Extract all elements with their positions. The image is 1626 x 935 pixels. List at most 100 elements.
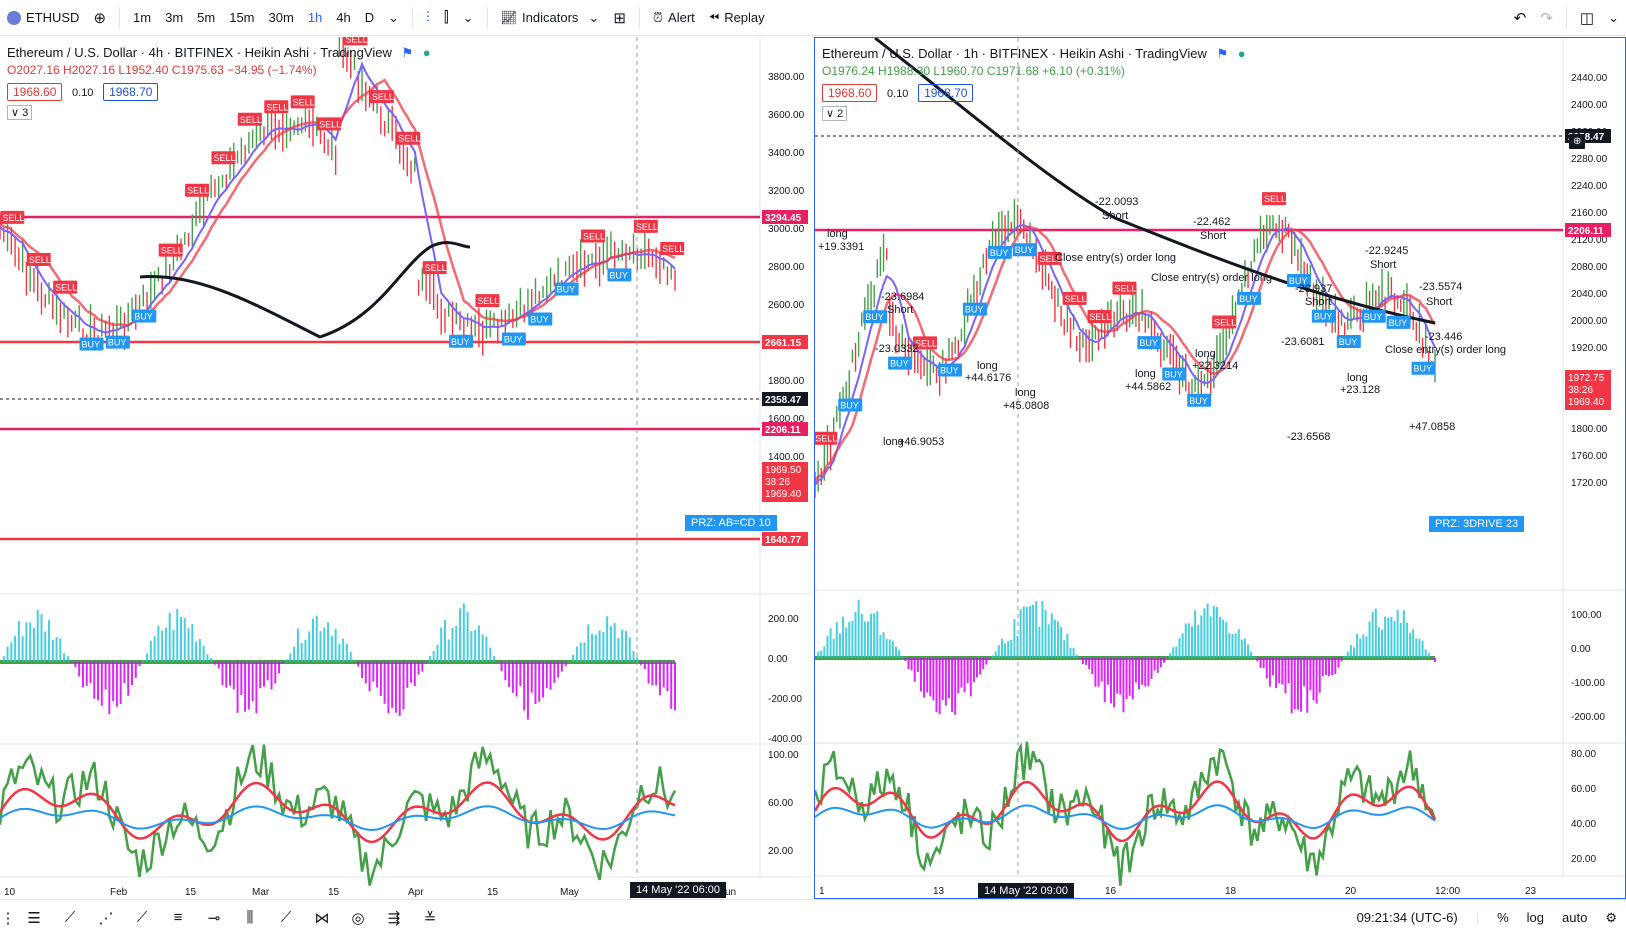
interval-d[interactable]: D <box>364 10 375 25</box>
chart-canvas-left[interactable]: 3800.00 3600.00 3400.00 3200.00 3000.00 2800.… <box>0 37 812 899</box>
parallel-channel-icon[interactable]: ⇶ <box>387 909 401 927</box>
collapse-indicators-right[interactable]: ∨ 2 <box>822 106 848 121</box>
symbol-search[interactable]: ETHUSD <box>0 0 86 36</box>
marker-text: SELL <box>213 153 235 163</box>
buy-marker <box>987 245 1012 259</box>
trendline-icon[interactable]: ⟋ <box>280 909 292 926</box>
marker-text: BUY <box>865 312 884 322</box>
osc-tick-label: 0.00 <box>768 654 788 665</box>
redo-icon[interactable]: ↷ <box>1540 9 1553 27</box>
trade-note: long <box>1015 387 1036 399</box>
indicators-button[interactable]: 📈︎ Indicators ⌄ <box>500 9 600 26</box>
spiral-icon[interactable]: ◎ <box>351 909 365 927</box>
marker-text: BUY <box>1414 364 1433 374</box>
layout-dropdown-icon[interactable]: ⌄ <box>1608 9 1619 25</box>
sell-marker <box>26 253 51 267</box>
trade-note: Short <box>887 304 914 316</box>
marker-text: BUY <box>609 270 628 280</box>
price-tick-label: 2400.00 <box>1571 100 1608 111</box>
interval-5m[interactable]: 5m <box>197 10 216 25</box>
trade-note: long <box>1195 348 1216 360</box>
price-tick-label: 2080.00 <box>1571 262 1608 273</box>
marker-text: BUY <box>108 338 127 348</box>
candle-style-icon[interactable]: ⫿ <box>443 9 449 26</box>
marker-text: SELL <box>1040 254 1062 264</box>
interval-15m[interactable]: 15m <box>229 10 255 25</box>
price-tick-label: 2600.00 <box>768 300 805 311</box>
clock-display[interactable]: 09:21:34 (UTC-6) <box>1356 910 1458 925</box>
sell-marker <box>1112 281 1137 295</box>
bar-style-icon[interactable]: ⫶ <box>426 9 430 26</box>
price-tick-label: 1800.00 <box>1571 424 1608 435</box>
sell-marker <box>815 431 838 445</box>
level-price-badge <box>762 335 808 349</box>
percent-toggle[interactable]: % <box>1497 910 1509 925</box>
trade-note: long <box>1347 372 1368 384</box>
replay-button[interactable]: ⏪︎ Replay <box>708 9 765 26</box>
hamburger-menu-icon[interactable]: ☰ <box>27 909 41 927</box>
vertical-lines-icon[interactable]: ⫼ <box>246 909 254 926</box>
chart-style-dropdown-icon[interactable]: ⌄ <box>462 9 474 25</box>
level-price-badge <box>1565 223 1611 237</box>
chart-pane-left[interactable]: 3800.00 3600.00 3400.00 3200.00 3000.00 2800.… <box>0 37 812 899</box>
sell-price-left[interactable]: 1968.60 <box>7 83 63 101</box>
elliott-impulse-icon[interactable]: ⋰ <box>98 909 114 927</box>
marker-text: SELL <box>240 115 262 125</box>
grip-icon[interactable]: ⋮ <box>0 909 16 927</box>
chart-pane-right[interactable]: 2440.00 2400.00 23 20.00 2280.00 2240.00 2160.… <box>814 37 1626 899</box>
fib-retracement-icon[interactable]: ≡ <box>173 909 183 926</box>
marker-text: SELL <box>266 102 288 112</box>
osc-tick-label: -100.00 <box>1571 678 1605 689</box>
undo-icon[interactable]: ↶ <box>1513 9 1527 27</box>
alarm-icon: ⏰︎ <box>652 9 664 25</box>
price-tick-label: 3800.00 <box>768 72 805 83</box>
level-price-badge <box>762 532 808 546</box>
marker-text: BUY <box>840 401 859 411</box>
alert-button[interactable]: ⏰︎ Alert <box>652 9 695 26</box>
buy-price-left[interactable]: 1968.70 <box>103 83 159 101</box>
buy-marker <box>1311 309 1336 323</box>
interval-4h[interactable]: 4h <box>336 10 351 25</box>
xabcd-pattern-icon[interactable]: ⋈ <box>314 909 330 927</box>
elliott-wave-abc-icon[interactable]: ⟋ <box>64 909 76 926</box>
pattern-icon[interactable]: ⟋ <box>136 909 148 926</box>
compare-add-icon[interactable]: ⊕ <box>93 9 107 27</box>
time-tick-label: 15 <box>328 887 340 898</box>
chart-canvas-right[interactable]: 2440.00 2400.00 23 20.00 2280.00 2240.00 2160.… <box>815 38 1625 898</box>
marker-text: BUY <box>1139 338 1158 348</box>
trade-note: Short <box>1200 230 1227 242</box>
layout-split-icon[interactable]: ◫ <box>1579 9 1595 27</box>
horizontal-ray-icon[interactable]: ⊸ <box>207 909 221 927</box>
buy-price-right[interactable]: 1968.70 <box>918 84 974 102</box>
sell-marker <box>343 37 368 46</box>
trade-note: -23.446 <box>1425 331 1463 343</box>
marker-text: SELL <box>583 231 605 241</box>
crosshair-plus-icon[interactable]: ⊕ <box>1569 134 1586 149</box>
price-tick-label: 2240.00 <box>1571 181 1608 192</box>
auto-toggle[interactable]: auto <box>1562 910 1588 925</box>
buy-marker <box>554 282 579 296</box>
buy-marker <box>1237 291 1262 305</box>
marker-text: SELL <box>1114 284 1136 294</box>
chart-settings-gear-icon[interactable]: ⚙︎ <box>1605 909 1617 925</box>
sell-price-right[interactable]: 1968.60 <box>822 84 878 102</box>
interval-3m[interactable]: 3m <box>165 10 184 25</box>
interval-1m[interactable]: 1m <box>133 10 152 25</box>
ohlc-left: O2027.16 H2027.16 L1952.40 C1975.63 −34.… <box>7 63 317 77</box>
symbol-label: ETHUSD <box>26 10 80 25</box>
price-tick-label: 1600.00 <box>768 414 805 425</box>
marker-text: BUY <box>1389 318 1408 328</box>
bottom-toolbar: ⋮ ☰ ⟋ ⋰ ⟋ ≡ ⊸ ⫼ ⟋ ⋈ ◎ ⇶ ≚ 09:21:34 (UTC-… <box>0 899 1626 935</box>
time-tick-label: 20 <box>1345 886 1357 897</box>
time-tick-label: 12:00 <box>1435 886 1460 897</box>
collapse-indicators-left[interactable]: ∨ 3 <box>7 105 33 120</box>
rsi-fast-line <box>815 741 1437 886</box>
interval-dropdown-icon[interactable]: ⌄ <box>388 9 400 25</box>
interval-1h[interactable]: 1h <box>307 10 323 25</box>
buy-marker <box>937 363 962 377</box>
layouts-icon[interactable]: ⊞ <box>613 9 626 27</box>
buy-marker <box>1411 361 1436 375</box>
interval-30m[interactable]: 30m <box>268 10 294 25</box>
settings-sliders-icon[interactable]: ≚ <box>423 909 437 927</box>
log-toggle[interactable]: log <box>1526 910 1545 925</box>
